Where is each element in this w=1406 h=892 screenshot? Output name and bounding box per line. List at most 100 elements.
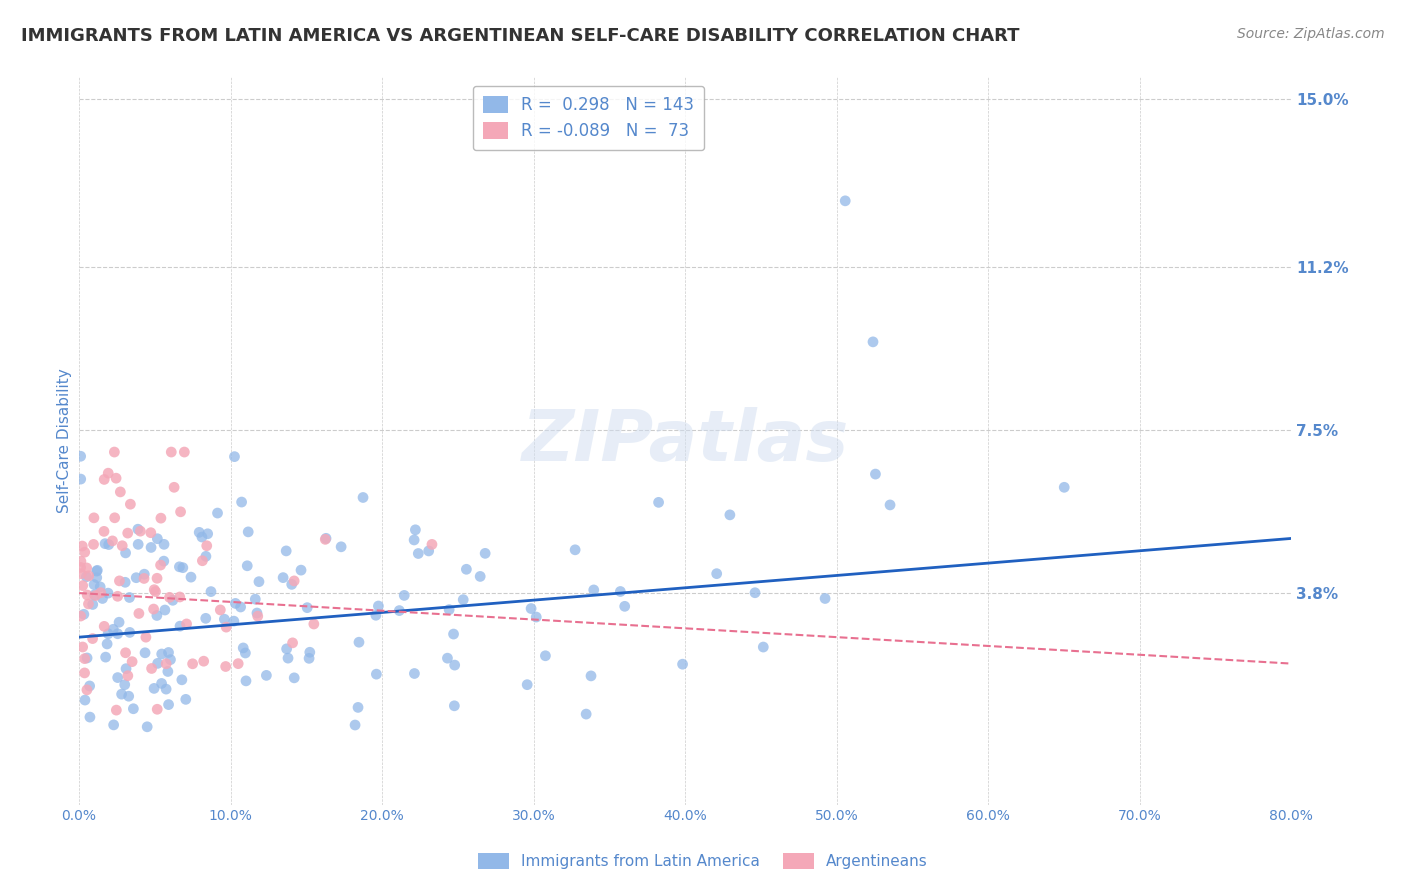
Point (706, 566, 728, 581)
Point (579, 669, 602, 683)
Point (575, 707, 598, 722)
Point (101, 533, 124, 548)
Point (456, 562, 478, 576)
Point (157, 698, 180, 712)
Point (150, 647, 173, 661)
Point (75, 570, 97, 584)
Point (236, 558, 259, 573)
Point (451, 592, 474, 607)
Point (115, 662, 138, 676)
Point (159, 591, 181, 605)
Point (97, 627, 120, 641)
Point (72, 640, 94, 654)
Point (117, 669, 139, 683)
Point (105, 703, 128, 717)
Point (197, 526, 219, 541)
Point (474, 546, 496, 560)
Point (246, 606, 269, 620)
Point (129, 524, 152, 538)
Point (134, 567, 156, 582)
Point (153, 537, 176, 551)
Point (108, 574, 131, 588)
Point (172, 560, 194, 574)
Point (169, 590, 191, 604)
Point (96, 637, 118, 651)
Point (330, 540, 353, 554)
Point (127, 537, 149, 551)
Point (436, 651, 458, 665)
Point (83, 537, 105, 551)
Point (170, 673, 193, 687)
Point (110, 484, 132, 499)
Point (114, 575, 136, 590)
Point (139, 525, 162, 540)
Point (814, 591, 837, 606)
Point (315, 532, 337, 546)
Point (247, 574, 270, 589)
Point (118, 625, 141, 640)
Point (207, 506, 229, 520)
Point (143, 681, 166, 696)
Point (226, 657, 249, 671)
Point (128, 607, 150, 621)
Point (520, 601, 543, 615)
Point (82, 598, 104, 612)
Point (1053, 480, 1076, 494)
Point (103, 622, 125, 636)
Point (73, 651, 96, 665)
Point (73, 693, 96, 707)
Point (200, 584, 222, 599)
Point (139, 541, 162, 555)
Text: IMMIGRANTS FROM LATIN AMERICA VS ARGENTINEAN SELF-CARE DISABILITY CORRELATION CH: IMMIGRANTS FROM LATIN AMERICA VS ARGENTI… (21, 27, 1019, 45)
Point (388, 604, 411, 618)
Y-axis label: Self-Care Disability: Self-Care Disability (58, 368, 72, 514)
Point (135, 630, 157, 644)
Point (142, 602, 165, 616)
Point (97, 586, 120, 600)
Point (169, 619, 191, 633)
Point (246, 609, 269, 624)
Point (70, 566, 93, 581)
Text: ZIPatlas: ZIPatlas (522, 407, 849, 475)
Point (155, 657, 177, 671)
Point (93, 619, 115, 633)
Point (718, 508, 741, 522)
Point (443, 698, 465, 713)
Point (215, 620, 238, 634)
Point (188, 525, 211, 540)
Point (443, 627, 465, 641)
Point (76, 682, 98, 697)
Point (149, 558, 172, 572)
Point (156, 665, 179, 679)
Point (169, 505, 191, 519)
Point (103, 445, 125, 459)
Point (118, 690, 141, 704)
Point (235, 673, 257, 688)
Point (281, 636, 304, 650)
Point (516, 678, 538, 692)
Point (271, 571, 294, 585)
Point (159, 652, 181, 666)
Point (347, 700, 370, 714)
Point (86, 571, 108, 585)
Point (86, 563, 108, 577)
Point (118, 591, 141, 605)
Point (69, 560, 91, 574)
Point (194, 611, 217, 625)
Point (77, 597, 100, 611)
Point (73, 607, 96, 622)
Point (191, 554, 214, 568)
Point (73, 665, 96, 680)
Point (276, 544, 298, 558)
Point (146, 532, 169, 546)
Point (104, 510, 127, 524)
Point (238, 524, 260, 539)
Point (408, 547, 430, 561)
Point (879, 498, 901, 512)
Point (127, 522, 149, 536)
Point (564, 542, 586, 557)
Point (162, 593, 184, 607)
Point (613, 599, 636, 614)
Point (107, 626, 129, 640)
Point (72, 578, 94, 592)
